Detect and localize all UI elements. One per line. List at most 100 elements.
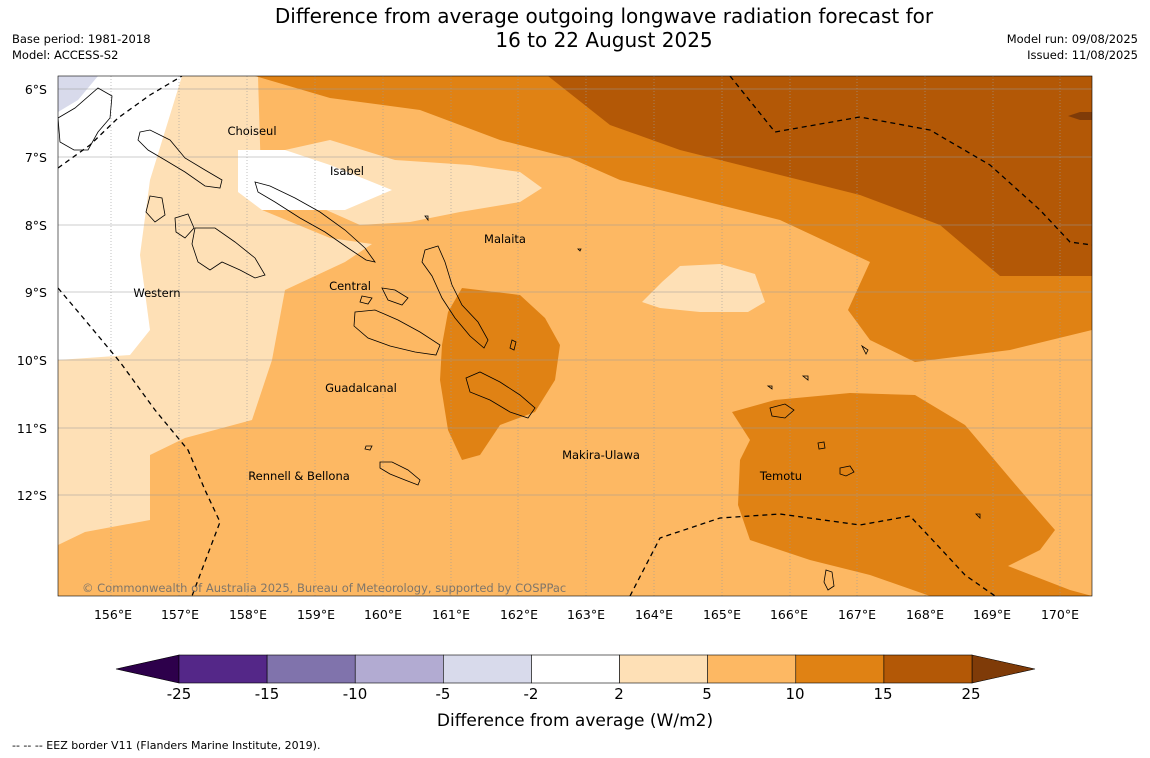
field-10-15-central — [440, 288, 560, 460]
lon-tick-label: 163°E — [567, 607, 605, 622]
island-anuta — [823, 569, 835, 591]
colorbar-segment — [619, 654, 708, 684]
meta-right: Model run: 09/08/2025 Issued: 11/08/2025 — [1007, 31, 1138, 63]
lon-tick-label: 165°E — [703, 607, 741, 622]
colorbar-segment — [266, 654, 356, 684]
island-isabel — [254, 181, 376, 263]
region-label-choiseul: Choiseul — [227, 124, 276, 138]
colorbar-tick-label: 25 — [961, 685, 980, 703]
colorbar-segment — [795, 654, 885, 684]
colorbar-segment — [443, 654, 532, 684]
island-tikopia — [975, 513, 981, 519]
lon-tick-label: 167°E — [838, 607, 876, 622]
eez-legend-footer: -- -- -- EEZ border V11 (Flanders Marine… — [12, 739, 321, 752]
colorbar-label: Difference from average (W/m2) — [437, 711, 713, 731]
meta-left: Base period: 1981-2018 Model: ACCESS-S2 — [12, 31, 151, 63]
colorbar-tick-label: -2 — [524, 685, 539, 703]
colorbar-segment — [178, 654, 268, 684]
colorbar-tick-label: -15 — [255, 685, 280, 703]
title-line-1: Difference from average outgoing longwav… — [274, 4, 934, 28]
model-name: Model: ACCESS-S2 — [12, 48, 119, 62]
grid-lat-lines — [58, 88, 1092, 496]
eez-south-east — [629, 513, 996, 596]
field-10-15-south — [732, 393, 1092, 596]
lon-tick-label: 160°E — [364, 607, 402, 622]
island-north-malaita — [424, 215, 429, 222]
lat-tick-label: 8°S — [25, 218, 47, 233]
colorbar-under-arrow — [115, 654, 180, 684]
island-bellona — [364, 445, 373, 451]
lon-tick-label: 162°E — [500, 607, 538, 622]
field-15-25 — [548, 76, 1092, 276]
lat-tick-label: 11°S — [17, 421, 47, 436]
lon-tick-label: 166°E — [770, 607, 808, 622]
lon-tick-label: 159°E — [297, 607, 335, 622]
eez-north-west — [58, 76, 183, 169]
colorbar — [115, 654, 1036, 684]
field-neutral-west — [58, 76, 182, 360]
lon-tick-label: 156°E — [94, 607, 132, 622]
eez-borders — [58, 76, 1092, 596]
region-label-isabel: Isabel — [330, 164, 364, 178]
colorbar-tick-label: 5 — [702, 685, 712, 703]
lon-tick-label: 168°E — [906, 607, 944, 622]
base-period: Base period: 1981-2018 — [12, 32, 151, 46]
island-new-georgia-south — [191, 227, 266, 279]
region-label-makira: Makira-Ulawa — [562, 448, 640, 462]
lon-tick-label: 158°E — [229, 607, 267, 622]
lon-tick-label: 161°E — [432, 607, 470, 622]
island-malaita — [421, 245, 489, 349]
lon-tick-label: 164°E — [635, 607, 673, 622]
region-label-rennell: Rennell & Bellona — [248, 469, 350, 483]
island-sikaiana — [860, 344, 869, 355]
island-florida — [381, 287, 409, 306]
issued-date: Issued: 11/08/2025 — [1027, 48, 1138, 62]
colorbar-segment — [354, 654, 444, 684]
lat-tick-label: 12°S — [17, 488, 47, 503]
lon-tick-label: 169°E — [973, 607, 1011, 622]
island-kolombangara — [174, 213, 195, 239]
colorbar-segment — [531, 654, 620, 684]
map-field — [58, 76, 1092, 596]
colorbar-tick-label: 10 — [785, 685, 804, 703]
lat-tick-label: 6°S — [25, 82, 47, 97]
field-neutral-isabel — [238, 150, 392, 210]
copyright-notice: © Commonwealth of Australia 2025, Bureau… — [82, 581, 566, 595]
lat-tick-label: 9°S — [25, 285, 47, 300]
eez-north-east — [729, 76, 1092, 246]
map-frame — [57, 75, 1093, 597]
colorbar-tick-label: -5 — [436, 685, 451, 703]
region-label-central: Central — [329, 279, 371, 293]
chart-title: Difference from average outgoing longwav… — [0, 4, 1150, 52]
lat-tick-label: 7°S — [25, 150, 47, 165]
island-bougainville — [58, 87, 113, 151]
island-choiseul — [137, 129, 223, 189]
island-russell — [359, 295, 373, 305]
island-reef — [766, 385, 773, 390]
region-label-malaita: Malaita — [484, 232, 526, 246]
region-label-western: Western — [133, 286, 180, 300]
island-ontong — [577, 248, 582, 252]
colorbar-over-arrow — [971, 654, 1036, 684]
island-new-georgia — [145, 195, 166, 223]
model-run: Model run: 09/08/2025 — [1006, 32, 1138, 46]
field-25-plus — [1068, 112, 1092, 120]
island-rennell — [379, 461, 421, 486]
colorbar-tick-label: -10 — [343, 685, 368, 703]
island-santa-cruz — [769, 403, 795, 419]
island-vanikoro — [839, 465, 855, 477]
island-small-malaita — [509, 339, 517, 351]
colorbar-tick-label: 2 — [614, 685, 624, 703]
island-guadalcanal — [353, 309, 441, 356]
lat-tick-label: 10°S — [17, 353, 47, 368]
lon-tick-label: 170°E — [1041, 607, 1079, 622]
region-label-temotu: Temotu — [759, 469, 802, 483]
colorbar-tick-label: 15 — [873, 685, 892, 703]
island-duff — [801, 375, 809, 381]
colorbar-segment — [707, 654, 797, 684]
title-line-2: 16 to 22 August 2025 — [495, 28, 713, 52]
field-neg-corner — [58, 76, 98, 112]
island-makira — [465, 371, 536, 419]
colorbar-tick-label: -25 — [167, 685, 192, 703]
